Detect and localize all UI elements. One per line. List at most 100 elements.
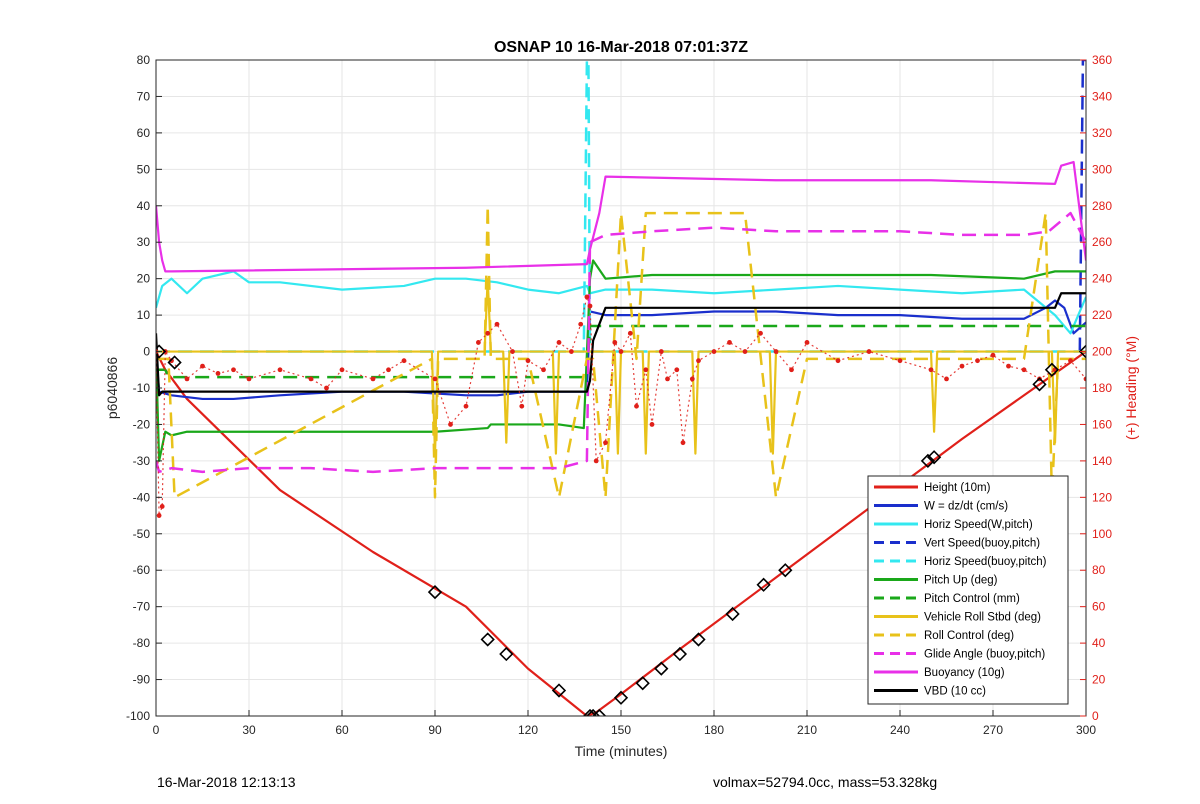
height-marker (585, 708, 601, 716)
series-line-buoyancy-10g (156, 160, 1086, 273)
height-marker (613, 690, 629, 705)
heading-point (603, 440, 608, 446)
y-axis-left-label: p6040866 (104, 357, 120, 420)
series-line-vbd-10-cc (156, 292, 1086, 397)
y-right-tick-label: 240 (1092, 272, 1112, 286)
y-right-tick-label: 160 (1092, 417, 1112, 431)
heading-point (658, 349, 664, 354)
height-marker (635, 676, 650, 691)
legend-entry: Height (10m) (924, 482, 991, 494)
height-marker (778, 563, 793, 578)
y-right-tick-label: 60 (1092, 600, 1106, 614)
height-marker (1078, 344, 1086, 359)
y-axis-right-label: (+) Heading (°M) (1123, 336, 1139, 440)
legend-entry: Pitch Control (mm) (924, 593, 1020, 605)
height-marker (499, 646, 514, 662)
x-tick-label: 150 (611, 723, 631, 737)
height-marker (926, 450, 942, 465)
y-left-tick-label: 10 (137, 308, 151, 322)
y-left-tick-label: 20 (137, 272, 151, 286)
height-marker (167, 355, 182, 370)
heading-point (1006, 363, 1011, 369)
y-right-tick-label: 180 (1092, 381, 1112, 395)
heading-point (246, 376, 252, 382)
y-left-tick-label: -40 (133, 490, 151, 504)
y-axis-right: 0 20 40 60 80 100 120 140 160 180 200 220 240 260 280 3… (1080, 53, 1112, 723)
heading-point (618, 349, 624, 354)
heading-point (1083, 376, 1086, 382)
legend-entry: Horiz Speed(W,pitch) (924, 519, 1033, 531)
x-tick-label: 210 (797, 723, 817, 737)
y-right-tick-label: 300 (1092, 162, 1112, 176)
plot-series (156, 60, 1086, 716)
heading-point (696, 358, 701, 364)
x-tick-label: 30 (242, 723, 256, 737)
y-left-tick-label: -10 (133, 381, 151, 395)
height-marker (1044, 362, 1060, 377)
y-left-tick-label: -100 (126, 709, 150, 723)
height-marker (156, 344, 167, 359)
series-line-vert-speed-buoy-pitch (1078, 60, 1086, 352)
heading-point (665, 376, 670, 382)
heading-point (578, 321, 584, 327)
x-tick-label: 240 (890, 723, 910, 737)
heading-point (510, 349, 515, 354)
height-marker (654, 661, 669, 676)
series-line-vehicle-roll-stbd-deg (156, 277, 1086, 455)
height-marker (920, 453, 936, 469)
height-marker (551, 683, 567, 698)
y-left-tick-label: -90 (133, 673, 151, 687)
legend: Height (10m) W = dz/dt (cm/s) Horiz Speed(… (867, 475, 1069, 705)
y-right-tick-label: 220 (1092, 308, 1112, 322)
legend-entry: W = dz/dt (cm/s) (924, 501, 1008, 513)
x-tick-label: 180 (704, 723, 724, 737)
y-left-tick-label: 70 (137, 89, 151, 103)
height-marker (672, 646, 688, 662)
y-right-tick-label: 100 (1092, 527, 1112, 541)
y-left-tick-label: -60 (133, 563, 151, 577)
height-marker (756, 577, 771, 592)
y-left-tick-label: 80 (137, 53, 151, 67)
height-marker (592, 708, 607, 716)
y-right-tick-label: 200 (1092, 345, 1112, 359)
y-right-tick-label: 320 (1092, 126, 1112, 140)
heading-point (159, 504, 165, 509)
y-right-tick-label: 80 (1092, 563, 1106, 577)
y-right-tick-label: 140 (1092, 454, 1112, 468)
heading-point (1021, 367, 1027, 373)
series-line-pitch-up-deg (156, 259, 1086, 462)
heading-point (156, 513, 162, 518)
legend-entry: Buoyancy (10g) (924, 667, 1005, 679)
footer-timestamp: 16-Mar-2018 12:13:13 (157, 774, 296, 790)
series-line-heading (156, 294, 1086, 516)
y-left-tick-label: -30 (133, 454, 151, 468)
height-marker (582, 708, 598, 716)
legend-entry: VBD (10 cc) (924, 686, 986, 698)
heading-point (1068, 358, 1073, 364)
x-tick-label: 0 (153, 723, 160, 737)
heading-point (324, 385, 329, 391)
x-tick-label: 90 (428, 723, 442, 737)
heading-point (928, 367, 934, 373)
legend-entry: Vert Speed(buoy,pitch) (924, 538, 1040, 550)
heading-point (866, 349, 872, 354)
heading-point (593, 458, 599, 464)
y-left-tick-label: -70 (133, 600, 151, 614)
y-left-tick-label: 40 (137, 199, 151, 213)
heading-point (584, 294, 590, 300)
y-left-tick-label: 50 (137, 162, 151, 176)
heading-point (587, 303, 593, 309)
legend-entry: Vehicle Roll Stbd (deg) (924, 612, 1041, 624)
height-marker (1032, 377, 1047, 392)
y-axis-left: -100-90-80-70-60-50-40-30-20-10010203040… (126, 53, 162, 723)
y-right-tick-label: 120 (1092, 490, 1112, 504)
heading-point (990, 352, 996, 358)
y-left-tick-label: -50 (133, 527, 151, 541)
y-left-tick-label: -80 (133, 636, 151, 650)
height-marker (427, 584, 443, 600)
y-left-tick-label: -20 (133, 417, 151, 431)
y-left-tick-label: 0 (143, 345, 150, 359)
y-left-tick-label: 30 (137, 235, 151, 249)
heading-point (634, 403, 639, 409)
